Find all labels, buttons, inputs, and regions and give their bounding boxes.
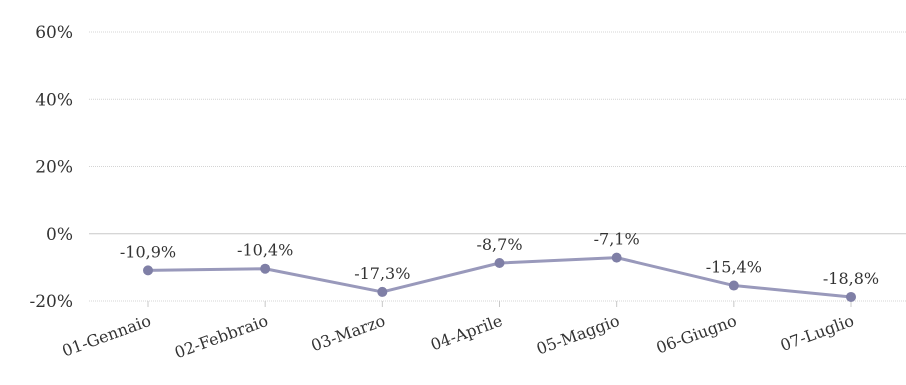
- data-label-5: -15,4%: [706, 258, 762, 277]
- data-label-3: -8,7%: [476, 235, 522, 254]
- data-point-0: [143, 265, 153, 276]
- x-tick-label-3: 04-Aprile: [428, 311, 505, 354]
- data-label-1: -10,4%: [237, 241, 293, 260]
- x-tick-label-6: 07-Luglio: [778, 311, 857, 355]
- y-tick-label-3: 0%: [46, 225, 73, 245]
- data-point-3: [494, 258, 505, 269]
- data-label-6: -18,8%: [823, 269, 879, 288]
- x-axis: 01-Gennaio 02-Febbraio 03-Marzo 04-Aprile 05…: [60, 301, 857, 362]
- y-tick-label-1: 40%: [35, 90, 73, 110]
- x-tick-label-1: 02-Febbraio: [172, 311, 270, 362]
- series-group: [143, 252, 856, 302]
- x-tick-label-0: 01-Gennaio: [60, 311, 154, 361]
- y-tick-label-2: 20%: [35, 158, 73, 178]
- data-labels: -10,9% -10,4% -17,3% -8,7% -7,1% -15,4% -18,8%: [120, 230, 879, 288]
- data-label-4: -7,1%: [594, 230, 640, 249]
- data-point-6: [846, 291, 856, 302]
- data-point-1: [260, 263, 271, 274]
- y-tick-label-0: 60%: [35, 23, 73, 43]
- x-tick-label-4: 05-Maggio: [534, 311, 622, 359]
- y-tick-label-4: -20%: [29, 292, 73, 312]
- data-point-5: [728, 280, 739, 291]
- data-label-2: -17,3%: [354, 264, 410, 283]
- y-axis: 60% 40% 20% 0% -20%: [29, 23, 73, 312]
- data-point-2: [377, 286, 388, 297]
- x-tick-label-2: 03-Marzo: [308, 311, 387, 355]
- data-label-0: -10,9%: [120, 242, 176, 261]
- data-point-4: [611, 252, 622, 263]
- x-tick-label-5: 06-Giugno: [654, 311, 740, 358]
- grid-lines: [89, 31, 906, 302]
